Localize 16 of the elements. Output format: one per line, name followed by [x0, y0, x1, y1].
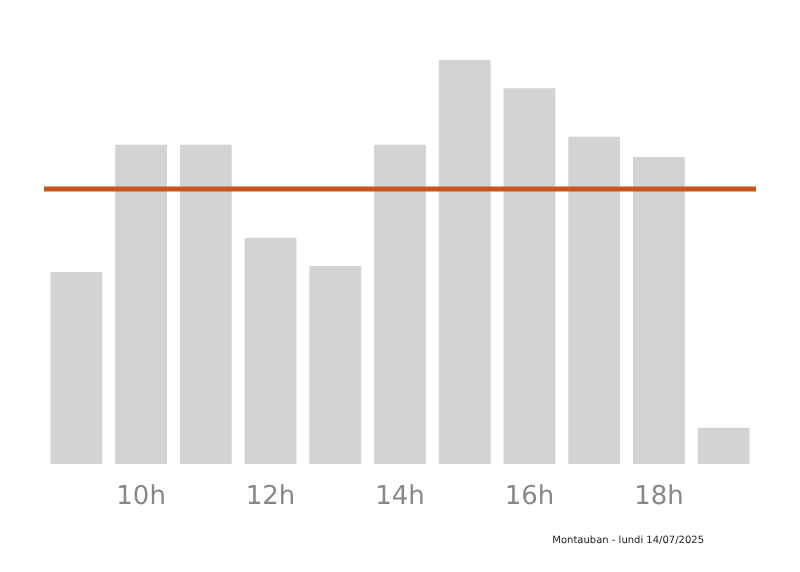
- bar: [309, 266, 362, 464]
- x-tick-label: 16h: [504, 482, 555, 512]
- x-tick-label: 10h: [116, 482, 166, 512]
- x-tick-label: 18h: [634, 482, 684, 512]
- bar: [568, 136, 621, 464]
- bar: [244, 237, 297, 464]
- x-tick-label: 14h: [375, 482, 425, 512]
- bar: [115, 144, 167, 464]
- bar: [697, 427, 750, 464]
- bar: [50, 272, 103, 464]
- bar: [374, 144, 426, 464]
- bar: [179, 144, 232, 464]
- x-tick-label: 12h: [245, 482, 296, 512]
- bar: [438, 60, 491, 464]
- bar: [503, 88, 556, 464]
- bar: [633, 156, 685, 464]
